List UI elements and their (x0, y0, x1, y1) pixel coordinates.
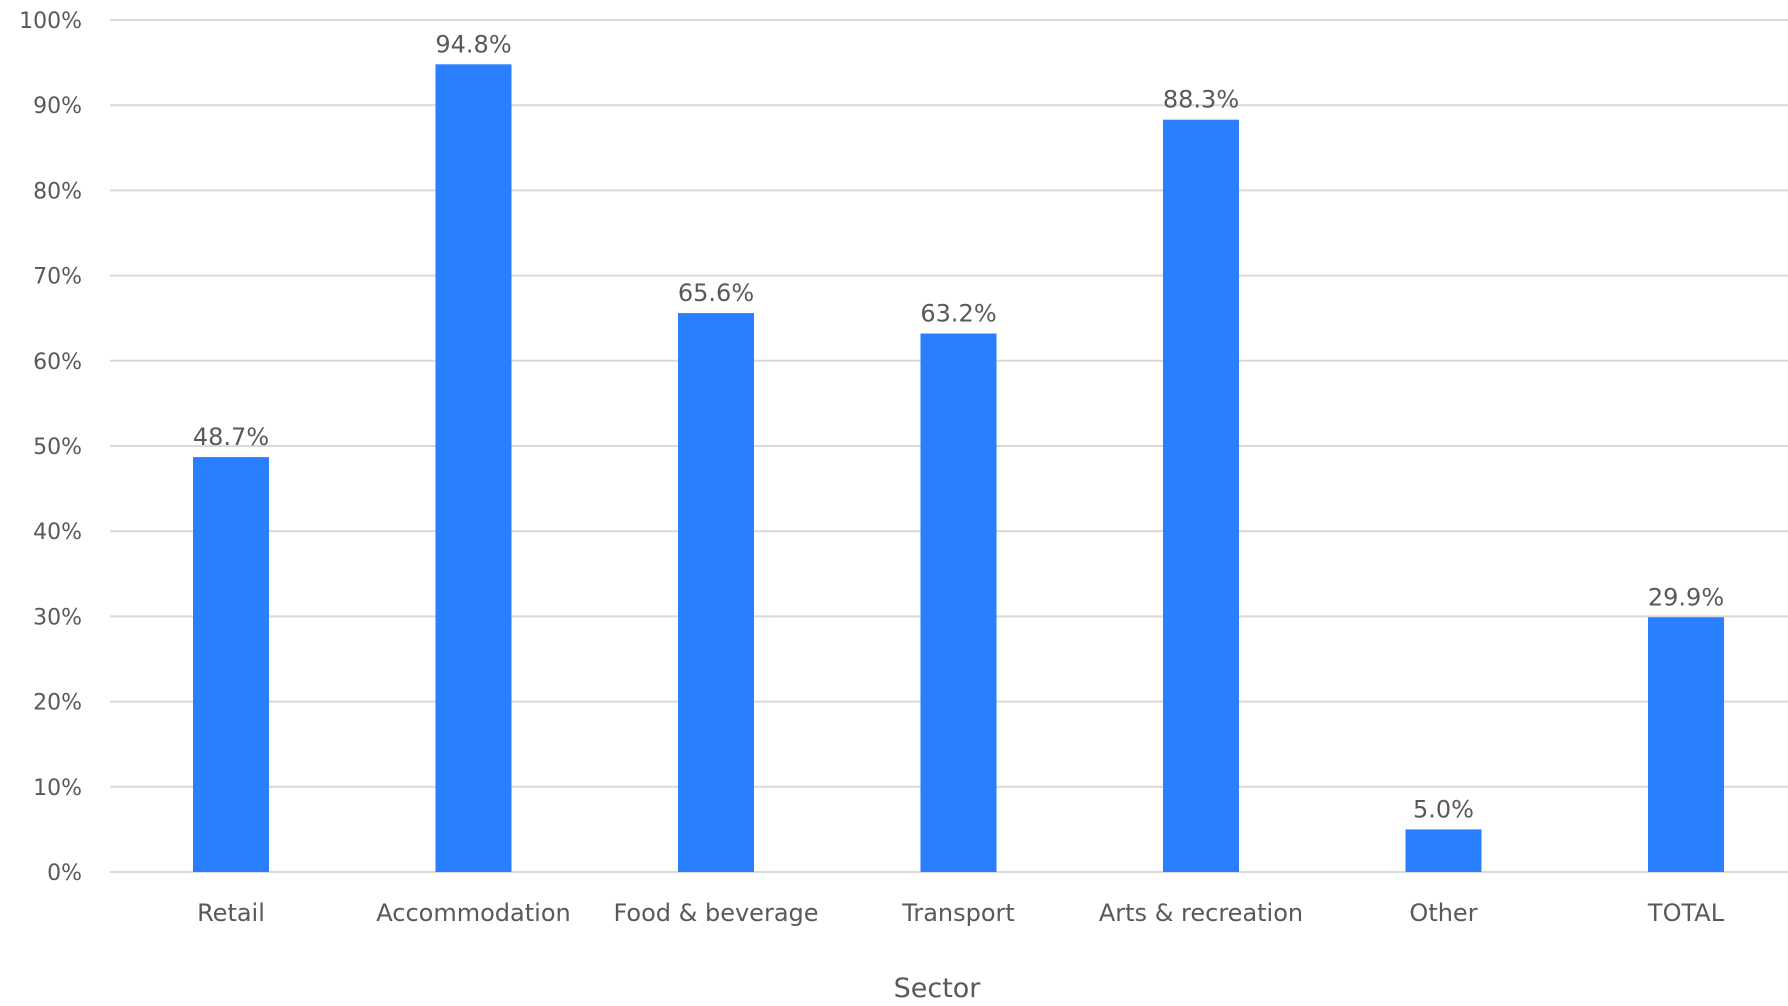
data-label: 48.7% (193, 423, 269, 451)
data-label: 65.6% (678, 279, 754, 307)
x-tick-label: Retail (197, 899, 265, 927)
bar (193, 457, 269, 872)
y-tick-label: 10% (33, 776, 82, 801)
data-label: 5.0% (1413, 795, 1474, 823)
bar (1648, 617, 1724, 872)
x-axis-title: Sector (894, 973, 982, 1001)
bar (435, 64, 512, 872)
data-labels: 48.7% 94.8% 65.6% 63.2% 88.3% 5.0% 29.9% (193, 30, 1724, 823)
bar (678, 313, 754, 872)
y-tick-label: 70% (33, 265, 82, 290)
x-tick-label: Other (1409, 899, 1477, 927)
data-label: 88.3% (1163, 86, 1239, 114)
bar (1405, 829, 1482, 872)
y-tick-label: 60% (33, 350, 82, 375)
data-label: 29.9% (1648, 583, 1724, 611)
x-tick-label: Transport (901, 899, 1015, 927)
data-label: 94.8% (435, 30, 511, 58)
bars (193, 64, 1724, 872)
y-tick-label: 50% (33, 435, 82, 460)
y-tick-label: 90% (33, 94, 82, 119)
bar (1163, 119, 1239, 872)
y-tick-label: 30% (33, 605, 82, 630)
x-tick-label: Arts & recreation (1099, 899, 1303, 927)
y-tick-label: 20% (33, 691, 82, 716)
y-tick-label: 40% (33, 520, 82, 545)
x-tick-label: Food & beverage (613, 899, 818, 927)
y-tick-label: 80% (33, 179, 82, 204)
x-tick-label: Accommodation (376, 899, 570, 927)
y-tick-label: 0% (47, 861, 82, 886)
y-tick-label: 100% (19, 9, 82, 34)
data-label: 63.2% (920, 300, 996, 328)
x-tick-label: TOTAL (1647, 899, 1725, 927)
x-axis-category-labels: Retail Accommodation Food & beverage Transp… (197, 899, 1725, 927)
bar (920, 333, 997, 872)
y-axis-tick-labels: 0% 10% 20% 30% 40% 50% 60% 70% 80% 90% 100% (19, 9, 82, 886)
